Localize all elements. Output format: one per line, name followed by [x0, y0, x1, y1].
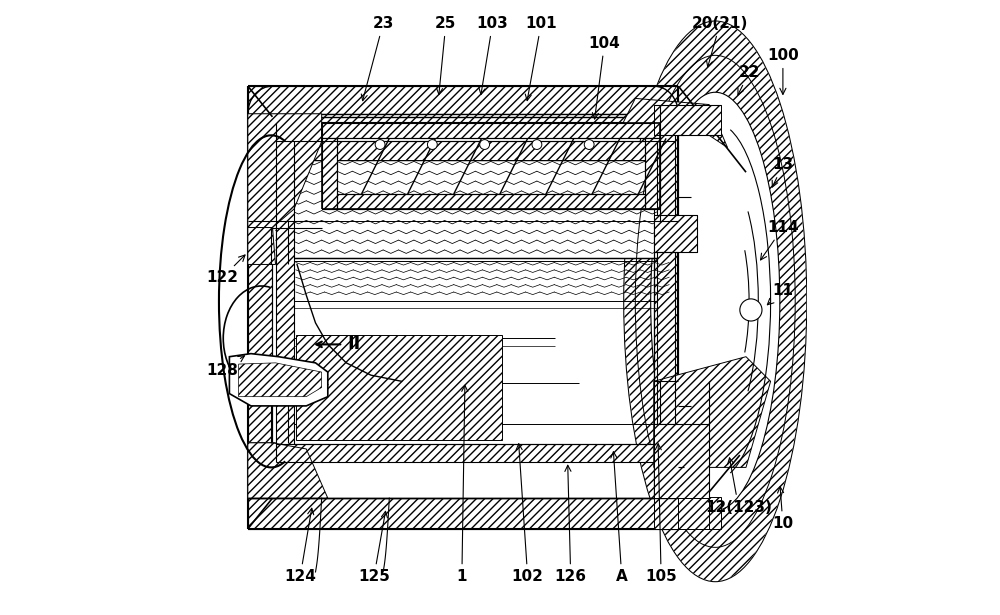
Polygon shape	[654, 215, 697, 252]
Text: 122: 122	[206, 255, 245, 285]
Text: 100: 100	[767, 48, 799, 94]
Polygon shape	[654, 497, 721, 529]
Polygon shape	[337, 194, 645, 209]
Text: 20(21): 20(21)	[692, 16, 748, 67]
Polygon shape	[654, 357, 771, 467]
Text: 125: 125	[358, 511, 390, 584]
Polygon shape	[654, 105, 721, 135]
Polygon shape	[657, 141, 675, 444]
Text: 126: 126	[555, 466, 587, 584]
Polygon shape	[229, 354, 328, 406]
Polygon shape	[322, 123, 660, 138]
Text: 10: 10	[772, 487, 793, 531]
Polygon shape	[296, 335, 502, 440]
Text: A: A	[611, 452, 628, 584]
Text: 1: 1	[457, 386, 468, 584]
Ellipse shape	[651, 92, 780, 510]
Polygon shape	[248, 443, 328, 498]
Polygon shape	[276, 160, 675, 258]
Text: 101: 101	[525, 16, 557, 101]
Text: 22: 22	[738, 65, 760, 95]
Polygon shape	[239, 363, 322, 397]
Polygon shape	[254, 114, 672, 122]
Text: 11: 11	[767, 283, 793, 305]
Text: 13: 13	[772, 157, 793, 187]
Polygon shape	[248, 443, 276, 498]
Circle shape	[740, 299, 762, 321]
Polygon shape	[322, 138, 337, 209]
Text: 25: 25	[435, 16, 457, 94]
Polygon shape	[654, 114, 678, 498]
Polygon shape	[276, 444, 675, 462]
Polygon shape	[248, 114, 272, 498]
Polygon shape	[248, 86, 678, 114]
Polygon shape	[645, 138, 660, 209]
Ellipse shape	[624, 22, 806, 581]
Text: 102: 102	[512, 444, 544, 584]
Circle shape	[480, 140, 490, 149]
Polygon shape	[248, 498, 678, 529]
Polygon shape	[623, 98, 728, 148]
Circle shape	[375, 140, 385, 149]
Text: 104: 104	[589, 36, 620, 119]
Text: 114: 114	[761, 220, 799, 260]
Text: 124: 124	[284, 508, 316, 584]
Text: 23: 23	[361, 16, 394, 101]
Text: 128: 128	[206, 356, 244, 378]
Circle shape	[532, 140, 542, 149]
Polygon shape	[654, 424, 709, 498]
Polygon shape	[276, 141, 294, 444]
Polygon shape	[248, 114, 322, 228]
Text: 103: 103	[477, 16, 508, 95]
Text: 105: 105	[645, 444, 677, 584]
Text: 12(123): 12(123)	[705, 458, 772, 515]
Circle shape	[584, 140, 594, 149]
Polygon shape	[678, 498, 709, 529]
Ellipse shape	[624, 22, 806, 581]
Polygon shape	[248, 228, 276, 264]
Circle shape	[427, 140, 437, 149]
Text: II: II	[347, 335, 361, 354]
Polygon shape	[276, 141, 675, 160]
